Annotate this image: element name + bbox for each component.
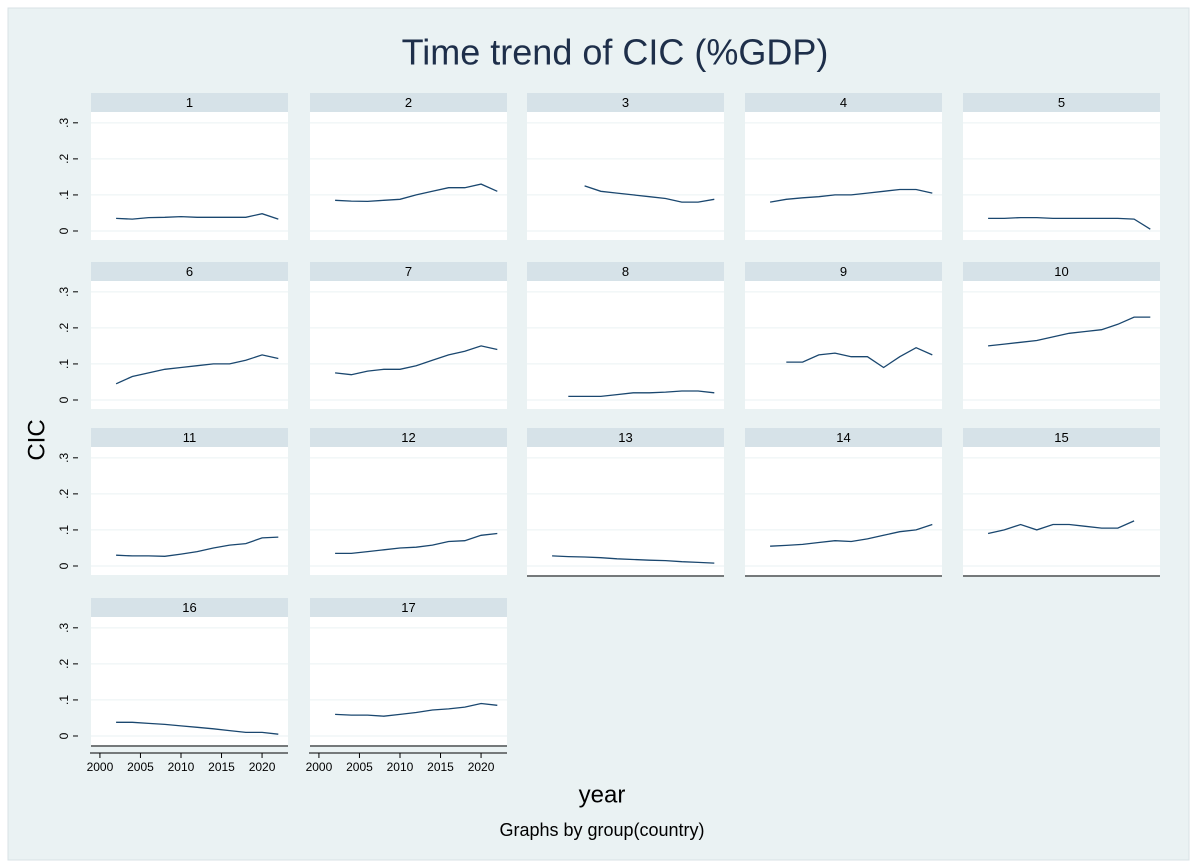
y-tick-label: 0 bbox=[57, 732, 71, 739]
line bbox=[769, 188, 933, 203]
x-tick-label: 2010 bbox=[168, 760, 195, 774]
line bbox=[786, 346, 933, 369]
line bbox=[335, 183, 498, 203]
line bbox=[988, 316, 1151, 347]
panel-header bbox=[91, 93, 288, 112]
y-tick-label: .3 bbox=[57, 117, 71, 127]
y-tick-label: .3 bbox=[57, 286, 71, 296]
plot-area bbox=[310, 112, 507, 240]
x-tick-label: 2020 bbox=[468, 760, 495, 774]
chart-title: Time trend of CIC (%GDP) bbox=[402, 32, 829, 73]
panel-header bbox=[310, 428, 507, 447]
plot-area bbox=[745, 281, 942, 409]
plot-area bbox=[963, 112, 1160, 240]
panel-title: 9 bbox=[840, 264, 847, 279]
panel-header bbox=[963, 262, 1160, 281]
plot-area bbox=[745, 447, 942, 575]
panel-title: 7 bbox=[405, 264, 412, 279]
panel-title: 11 bbox=[183, 430, 197, 445]
panel-title: 4 bbox=[840, 95, 847, 110]
y-tick-label: .3 bbox=[57, 622, 71, 632]
x-tick-label: 2015 bbox=[427, 760, 454, 774]
panel-header bbox=[310, 93, 507, 112]
panel-title: 13 bbox=[618, 430, 632, 445]
plot-area bbox=[91, 617, 288, 745]
y-axis-title: CIC bbox=[23, 419, 50, 460]
x-tick-label: 2005 bbox=[346, 760, 373, 774]
line bbox=[335, 345, 498, 376]
line bbox=[584, 185, 715, 203]
plot-area bbox=[310, 281, 507, 409]
y-tick-label: .1 bbox=[57, 190, 71, 200]
plot-area bbox=[745, 112, 942, 240]
x-axis-title: year bbox=[579, 781, 626, 808]
x-tick-label: 2015 bbox=[208, 760, 235, 774]
panel-header bbox=[91, 598, 288, 617]
y-tick-label: 0 bbox=[57, 396, 71, 403]
plot-area bbox=[963, 447, 1160, 575]
y-tick-label: .1 bbox=[57, 525, 71, 535]
panel-title: 5 bbox=[1058, 95, 1065, 110]
line bbox=[987, 520, 1135, 535]
panel-title: 6 bbox=[186, 264, 193, 279]
line bbox=[988, 216, 1151, 230]
x-tick-label: 2010 bbox=[387, 760, 414, 774]
plot-area bbox=[310, 447, 507, 575]
line bbox=[770, 523, 933, 547]
line bbox=[335, 532, 498, 555]
panel-header bbox=[527, 428, 724, 447]
line bbox=[116, 213, 279, 220]
x-tick-label: 2005 bbox=[127, 760, 154, 774]
line bbox=[335, 702, 498, 717]
panel-title: 3 bbox=[622, 95, 629, 110]
panel-title: 8 bbox=[622, 264, 629, 279]
panel-title: 14 bbox=[836, 430, 850, 445]
panel-header bbox=[91, 262, 288, 281]
panel-title: 10 bbox=[1054, 264, 1068, 279]
panel-header bbox=[310, 598, 507, 617]
panel-header bbox=[527, 262, 724, 281]
y-tick-label: .2 bbox=[57, 489, 71, 499]
panel-header bbox=[91, 428, 288, 447]
plot-area bbox=[527, 281, 724, 409]
panel-header bbox=[745, 93, 942, 112]
x-tick-label: 2020 bbox=[249, 760, 276, 774]
panel-header bbox=[745, 262, 942, 281]
panel-header bbox=[310, 262, 507, 281]
panel-title: 15 bbox=[1054, 430, 1068, 445]
line bbox=[568, 390, 715, 398]
x-tick-label: 2000 bbox=[87, 760, 114, 774]
y-tick-label: .1 bbox=[57, 695, 71, 705]
plot-area bbox=[91, 281, 288, 409]
x-tick-label: 2000 bbox=[306, 760, 333, 774]
plot-area bbox=[91, 112, 288, 240]
y-tick-label: .1 bbox=[57, 359, 71, 369]
y-tick-label: .2 bbox=[57, 323, 71, 333]
plot-area bbox=[310, 617, 507, 745]
y-tick-label: .3 bbox=[57, 452, 71, 462]
y-tick-label: .2 bbox=[57, 659, 71, 669]
plot-area bbox=[527, 112, 724, 240]
panel-header bbox=[963, 93, 1160, 112]
line bbox=[552, 555, 715, 564]
y-tick-label: 0 bbox=[57, 562, 71, 569]
panel-header bbox=[527, 93, 724, 112]
panel-title: 1 bbox=[186, 95, 193, 110]
panel-title: 12 bbox=[401, 430, 415, 445]
line bbox=[116, 536, 279, 557]
y-tick-label: .2 bbox=[57, 154, 71, 164]
y-tick-label: 0 bbox=[57, 227, 71, 234]
panel-title: 17 bbox=[401, 600, 415, 615]
panel-header bbox=[963, 428, 1160, 447]
line bbox=[115, 354, 279, 385]
panel-title: 16 bbox=[182, 600, 196, 615]
plot-area bbox=[91, 447, 288, 575]
plot-area bbox=[527, 447, 724, 575]
line bbox=[116, 721, 279, 735]
panel-header bbox=[745, 428, 942, 447]
panel-title: 2 bbox=[405, 95, 412, 110]
note: Graphs by group(country) bbox=[499, 820, 704, 840]
